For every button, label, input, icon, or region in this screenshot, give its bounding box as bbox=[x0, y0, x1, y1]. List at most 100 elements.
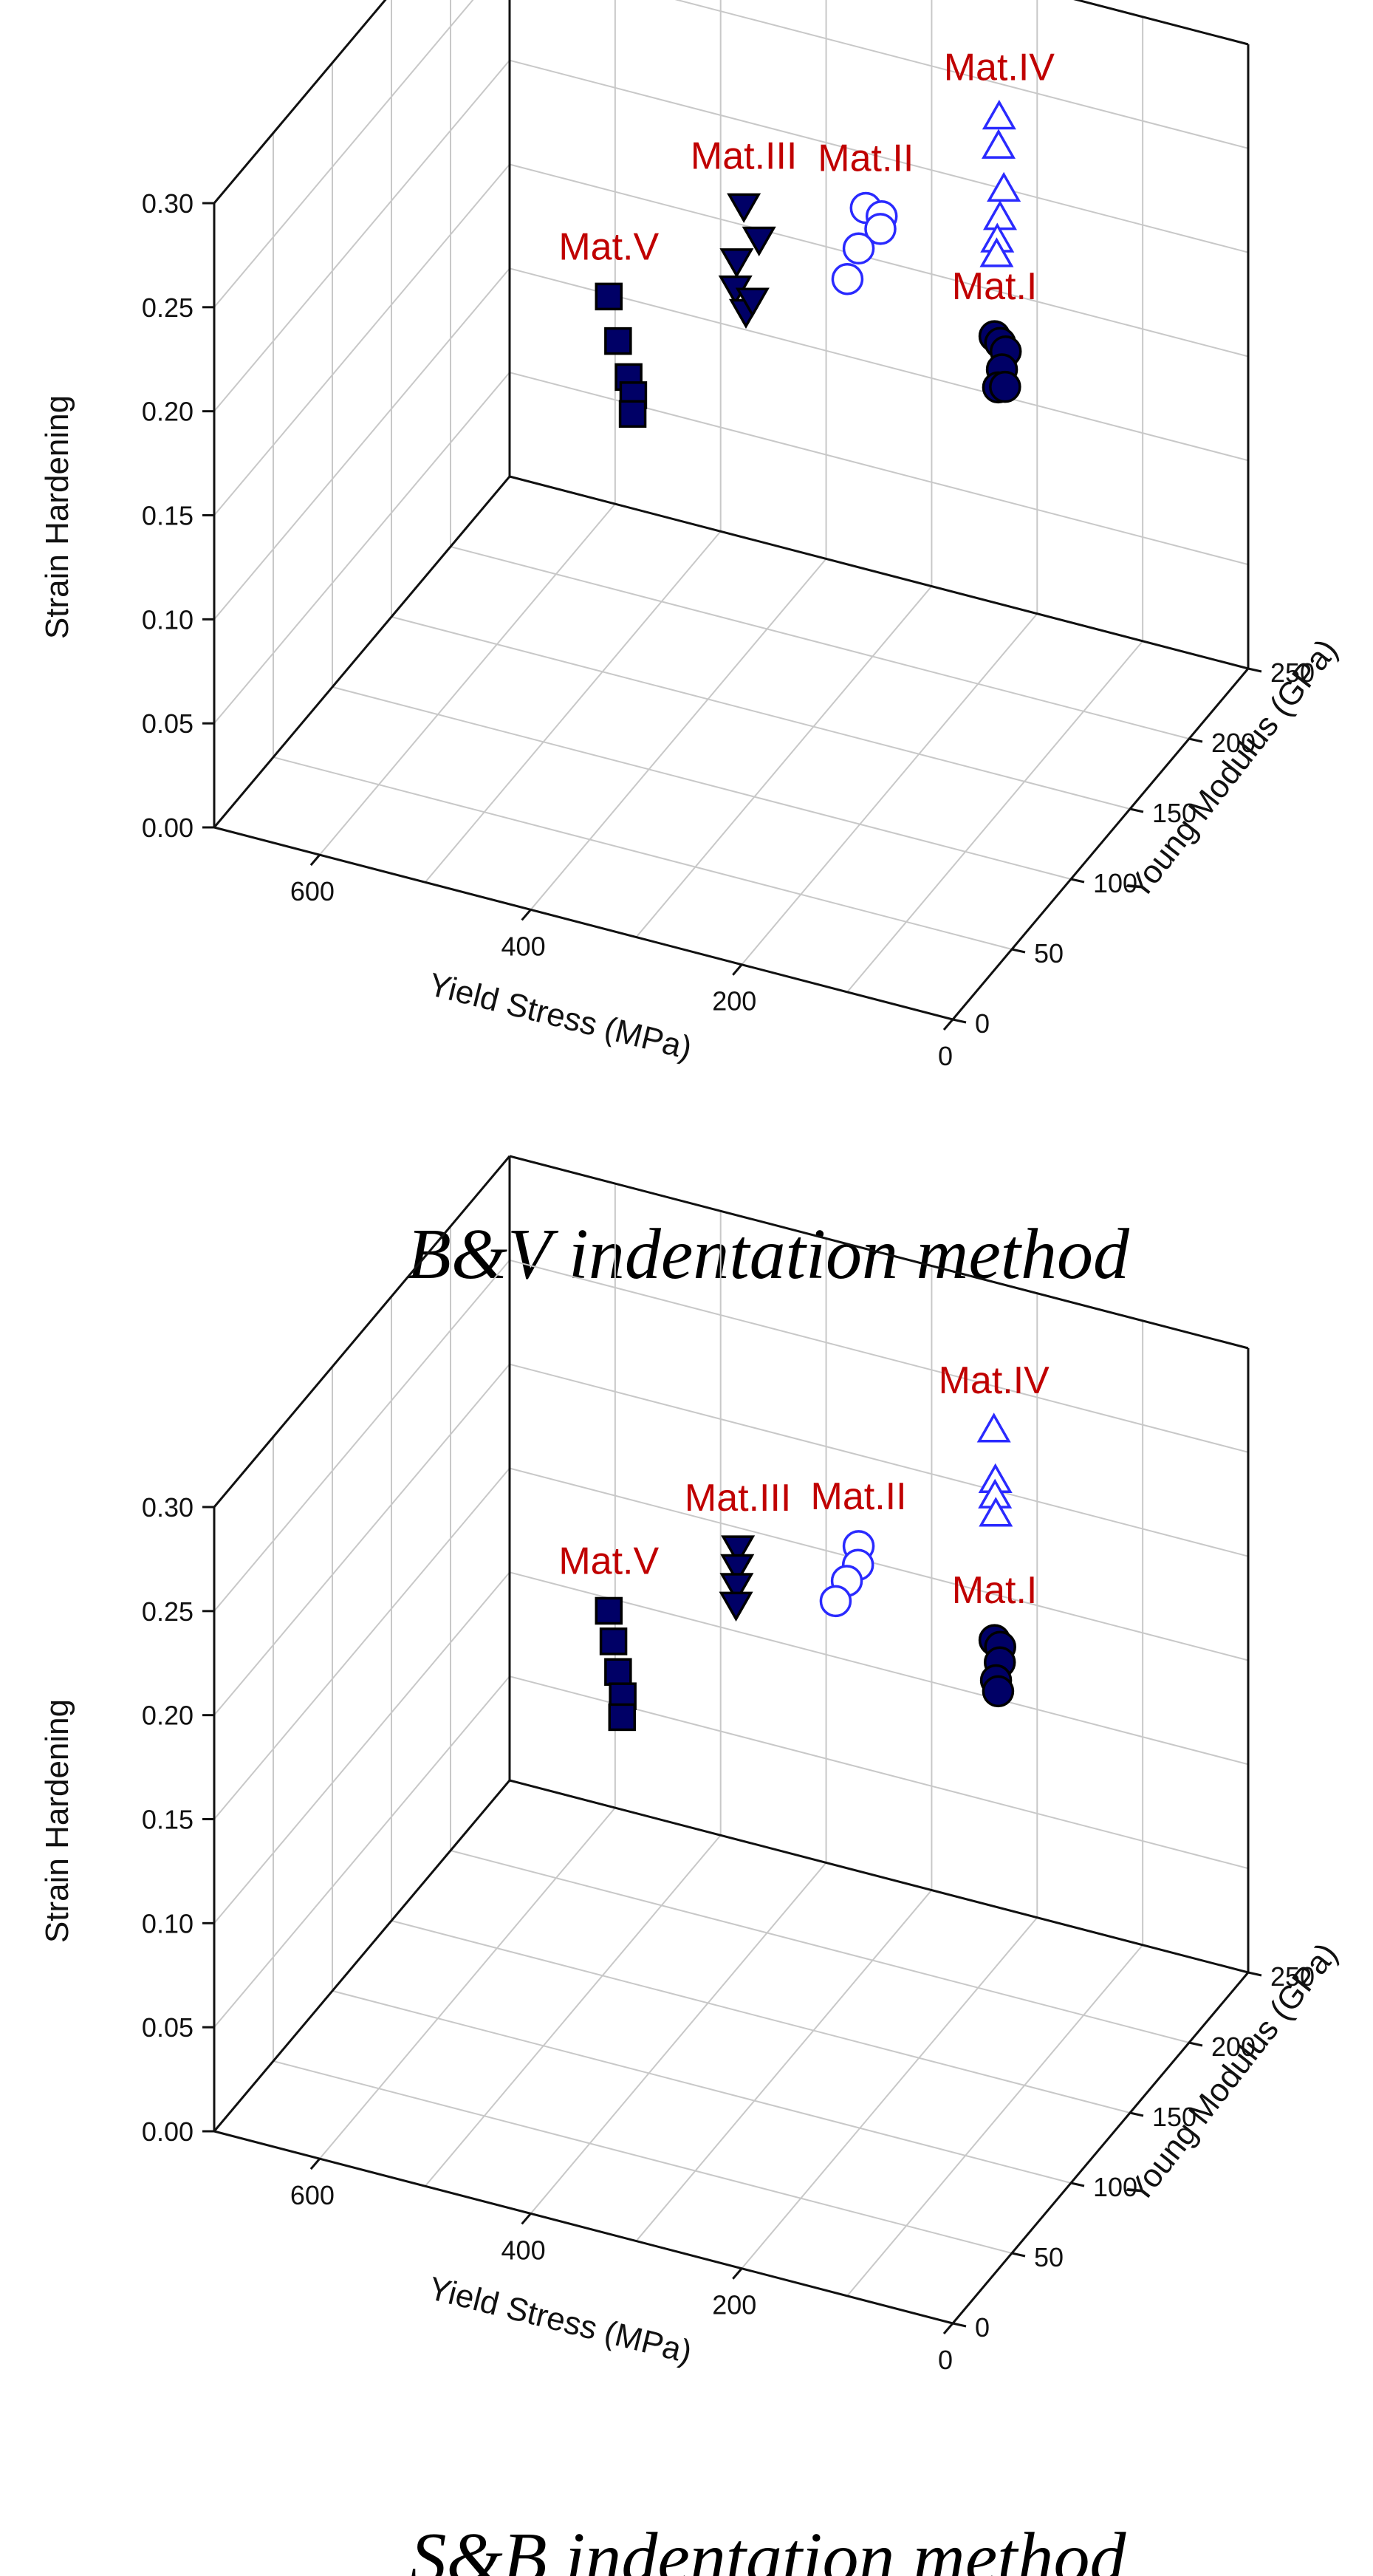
x-axis-title: Yield Stress (MPa) bbox=[425, 966, 695, 1067]
y-tick-label: 50 bbox=[1034, 938, 1064, 968]
data-point bbox=[842, 232, 875, 265]
z-tick-label: 0.05 bbox=[142, 708, 194, 739]
series-mat-ii: Mat.II bbox=[811, 1475, 907, 1618]
axis-frame-edge bbox=[213, 2130, 953, 2325]
series-label: Mat.IV bbox=[939, 1359, 1050, 1402]
series-mat-v: Mat.V bbox=[558, 225, 660, 428]
grid-line bbox=[846, 1944, 1143, 2297]
series-mat-iii: Mat.III bbox=[691, 134, 797, 329]
axis-frame-edge bbox=[213, 0, 387, 204]
z-tick-label: 0.10 bbox=[142, 1908, 194, 1938]
grid-line bbox=[741, 613, 1038, 966]
data-point bbox=[979, 1497, 1013, 1527]
chart-caption: B&V indentation method bbox=[407, 1214, 1130, 1294]
axis-frame-edge bbox=[951, 668, 1250, 1020]
data-point bbox=[604, 1658, 632, 1686]
z-tick-label: 0.30 bbox=[142, 188, 194, 219]
series-label: Mat.III bbox=[685, 1477, 791, 1520]
data-point bbox=[982, 100, 1016, 130]
z-tick-label: 0.15 bbox=[142, 501, 194, 531]
data-point bbox=[982, 1675, 1015, 1708]
data-point bbox=[618, 400, 647, 428]
x-tick-label: 600 bbox=[290, 876, 335, 906]
grid-line bbox=[213, 163, 510, 516]
axis-frame-edge bbox=[213, 476, 511, 828]
z-tick-label: 0.00 bbox=[142, 813, 194, 843]
y-tick-label: 100 bbox=[1093, 868, 1137, 898]
series-mat-ii: Mat.II bbox=[818, 137, 914, 295]
y-tick-mark bbox=[1188, 2041, 1203, 2047]
data-point bbox=[981, 129, 1016, 159]
chart-sb: 0.00 0.05 0.10 0.15 0.20 0.25 0.30 0 200 400 600 0 5… bbox=[39, 1155, 1345, 2576]
grid-line bbox=[530, 1862, 827, 2215]
y-tick-mark bbox=[1247, 1971, 1262, 1977]
grid-line bbox=[424, 1834, 722, 2187]
data-point bbox=[864, 213, 897, 245]
data-point bbox=[719, 1591, 753, 1622]
grid-line bbox=[424, 530, 722, 883]
grid-line bbox=[319, 503, 616, 855]
grid-line bbox=[213, 1364, 510, 1716]
grid-line bbox=[213, 1675, 510, 2028]
axis-frame-edge bbox=[951, 1972, 1250, 2324]
data-point bbox=[976, 1412, 1011, 1443]
y-tick-label: 250 bbox=[1270, 657, 1315, 688]
series-label: Mat.V bbox=[558, 1540, 659, 1582]
grid-line bbox=[450, 546, 1190, 739]
grid-line bbox=[391, 616, 1131, 810]
x-tick-mark bbox=[732, 2267, 743, 2280]
grid-line bbox=[1075, 0, 1249, 45]
axis-frame-edge bbox=[509, 1779, 1249, 1974]
data-point bbox=[979, 237, 1014, 267]
y-tick-label: 0 bbox=[975, 2312, 990, 2343]
z-tick-label: 0.25 bbox=[142, 293, 194, 323]
axis-frame-edge bbox=[213, 1780, 511, 2132]
grid-line bbox=[509, 1467, 1249, 1661]
z-tick-label: 0.30 bbox=[142, 1492, 194, 1523]
grid-line bbox=[213, 1571, 510, 1924]
data-point bbox=[599, 1627, 628, 1656]
grid-line bbox=[509, 1363, 1249, 1557]
data-point bbox=[720, 1554, 755, 1585]
x-tick-mark bbox=[732, 963, 743, 976]
series-label: Mat.V bbox=[558, 225, 659, 268]
data-point bbox=[735, 287, 770, 318]
x-tick-mark bbox=[942, 1019, 954, 1031]
grid-line bbox=[213, 372, 510, 724]
series-mat-i: Mat.I bbox=[952, 1569, 1037, 1708]
axis-frame-edge bbox=[509, 475, 1249, 670]
data-point bbox=[831, 262, 864, 295]
y-tick-label: 150 bbox=[1152, 2102, 1196, 2132]
grid-line bbox=[450, 1850, 1190, 2043]
grid-line bbox=[213, 0, 386, 204]
x-tick-mark bbox=[521, 909, 532, 921]
y-tick-mark bbox=[1129, 807, 1144, 813]
z-tick-label: 0.00 bbox=[142, 2117, 194, 2147]
data-point bbox=[719, 1573, 754, 1603]
grid-line bbox=[530, 558, 827, 911]
axis-frame-edge bbox=[213, 826, 953, 1021]
z-tick-label: 0.15 bbox=[142, 1805, 194, 1835]
data-point bbox=[982, 200, 1018, 230]
grid-line bbox=[635, 1889, 933, 2242]
grid-line bbox=[213, 1260, 510, 1612]
data-point bbox=[608, 1703, 637, 1732]
grid-line bbox=[273, 756, 1013, 950]
y-tick-label: 0 bbox=[975, 1008, 990, 1039]
grid-line bbox=[213, 0, 474, 308]
y-tick-label: 250 bbox=[1270, 1961, 1315, 1992]
x-tick-label: 200 bbox=[712, 986, 756, 1017]
grid-line bbox=[509, 163, 1249, 358]
grid-line bbox=[509, 1259, 1249, 1453]
y-tick-mark bbox=[1011, 948, 1026, 954]
x-tick-label: 0 bbox=[938, 1041, 953, 1071]
y-tick-mark bbox=[1129, 2111, 1144, 2117]
z-tick-label: 0.05 bbox=[142, 2012, 194, 2043]
grid-line bbox=[509, 267, 1249, 462]
data-point bbox=[742, 226, 776, 256]
x-tick-label: 400 bbox=[501, 2235, 546, 2265]
grid-line bbox=[509, 59, 1249, 253]
y-tick-mark bbox=[1011, 2252, 1026, 2258]
x-tick-label: 200 bbox=[712, 2290, 756, 2320]
z-tick-label: 0.10 bbox=[142, 604, 194, 635]
